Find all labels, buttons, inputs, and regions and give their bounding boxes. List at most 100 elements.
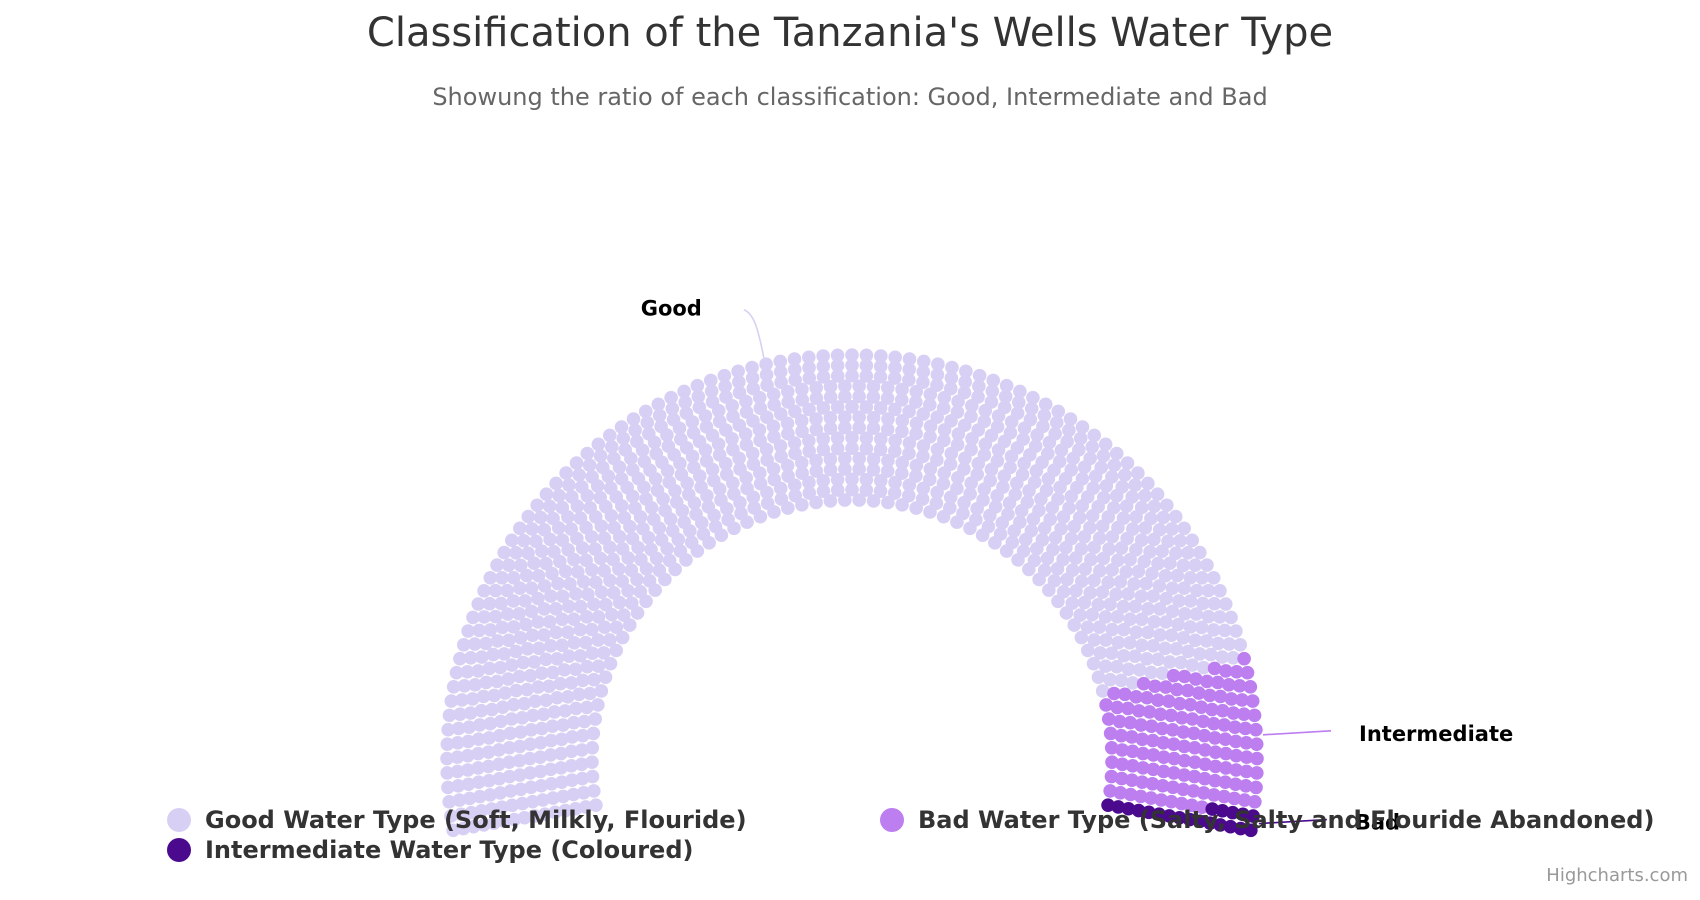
point-good-105[interactable] (494, 714, 508, 729)
point-good-1027[interactable] (1086, 656, 1101, 671)
legend-item-intermediate-type[interactable]: Intermediate Water Type (Coloured) (167, 836, 693, 864)
point-good-820[interactable] (1054, 443, 1069, 458)
point-good-954[interactable] (1155, 544, 1169, 558)
point-intermediate-129[interactable] (1113, 786, 1128, 800)
point-good-221[interactable] (591, 633, 605, 647)
point-good-789[interactable] (996, 480, 1010, 494)
point-intermediate-102[interactable] (1249, 766, 1264, 780)
point-good-373[interactable] (593, 449, 608, 463)
point-good-959[interactable] (1185, 533, 1200, 548)
point-good-668[interactable] (888, 475, 902, 490)
point-good-786[interactable] (1003, 460, 1017, 475)
point-good-250[interactable] (502, 558, 516, 572)
point-good-854[interactable] (1096, 449, 1111, 463)
point-good-238[interactable] (597, 620, 612, 634)
point-good-829[interactable] (1073, 431, 1088, 446)
point-good-790[interactable] (1037, 408, 1052, 423)
point-intermediate-53[interactable] (1103, 726, 1118, 741)
point-good-57[interactable] (450, 764, 465, 779)
point-good-155[interactable] (453, 651, 467, 666)
point-good-616[interactable] (845, 358, 859, 373)
point-good-664[interactable] (902, 362, 916, 377)
point-intermediate-9[interactable] (1189, 672, 1203, 686)
point-good-398[interactable] (616, 431, 631, 446)
point-good-631[interactable] (859, 472, 874, 487)
point-good-1019[interactable] (1207, 596, 1222, 611)
point-good-21[interactable] (505, 798, 519, 813)
point-intermediate-99[interactable] (1136, 761, 1150, 775)
point-good-513[interactable] (739, 394, 753, 409)
point-good-233[interactable] (531, 591, 545, 606)
point-good-565[interactable] (809, 495, 823, 510)
point-good-262[interactable] (563, 577, 577, 591)
point-good-205[interactable] (471, 597, 486, 611)
point-good-432[interactable] (673, 456, 687, 471)
point-good-330[interactable] (565, 490, 579, 504)
point-good-0[interactable] (589, 798, 603, 812)
point-good-585[interactable] (816, 401, 831, 415)
point-good-207[interactable] (500, 607, 515, 621)
point-good-674[interactable] (909, 395, 923, 409)
point-good-912[interactable] (1042, 583, 1056, 597)
point-intermediate-59[interactable] (1228, 720, 1242, 735)
point-good-439[interactable] (700, 488, 714, 503)
point-intermediate-108[interactable] (1208, 773, 1222, 788)
point-good-304[interactable] (546, 511, 560, 526)
point-good-1039[interactable] (1206, 623, 1221, 637)
point-good-971[interactable] (1103, 597, 1117, 612)
point-good-984[interactable] (1200, 558, 1214, 572)
credits-link[interactable]: Highcharts.com (1546, 865, 1688, 886)
point-good-179[interactable] (598, 670, 613, 684)
point-good-95[interactable] (451, 721, 466, 736)
point-good-891[interactable] (1128, 478, 1142, 492)
point-good-424[interactable] (640, 415, 655, 430)
point-good-211[interactable] (512, 607, 526, 621)
point-good-146[interactable] (460, 664, 475, 679)
point-good-691[interactable] (909, 469, 923, 483)
point-good-934[interactable] (1069, 584, 1083, 598)
point-good-564[interactable] (787, 352, 802, 366)
point-good-655[interactable] (881, 453, 895, 468)
point-good-595[interactable] (830, 483, 845, 497)
point-good-200[interactable] (603, 656, 618, 671)
point-good-152[interactable] (512, 669, 527, 684)
point-good-32[interactable] (462, 791, 477, 806)
point-good-384[interactable] (665, 523, 680, 538)
point-good-175[interactable] (479, 636, 493, 651)
point-good-1051[interactable] (1181, 644, 1195, 659)
point-good-716[interactable] (950, 405, 965, 419)
point-intermediate-16[interactable] (1170, 682, 1184, 697)
point-good-82[interactable] (512, 739, 527, 754)
point-bad-7[interactable] (1121, 801, 1136, 816)
point-good-669[interactable] (887, 486, 902, 500)
point-good-634[interactable] (866, 390, 881, 404)
point-good-505[interactable] (738, 427, 753, 441)
point-good-226[interactable] (537, 602, 552, 616)
point-good-274[interactable] (612, 595, 627, 610)
point-good-297[interactable] (615, 574, 630, 589)
point-good-1021[interactable] (1122, 636, 1137, 650)
point-good-958[interactable] (1131, 564, 1146, 579)
point-good-927[interactable] (1138, 521, 1153, 535)
point-good-236[interactable] (615, 630, 630, 645)
point-intermediate-74[interactable] (1239, 735, 1254, 750)
point-good-253[interactable] (497, 545, 511, 560)
point-good-621[interactable] (852, 420, 866, 435)
point-good-591[interactable] (823, 421, 838, 435)
point-intermediate-68[interactable] (1208, 731, 1222, 745)
point-good-199[interactable] (555, 638, 569, 653)
point-good-659[interactable] (895, 382, 909, 397)
point-good-1065[interactable] (1215, 650, 1230, 664)
point-intermediate-84[interactable] (1146, 748, 1161, 762)
point-good-622[interactable] (852, 451, 867, 466)
point-good-178[interactable] (539, 652, 553, 667)
point-good-1040[interactable] (1158, 641, 1172, 656)
point-intermediate-51[interactable] (1247, 708, 1262, 723)
point-good-172[interactable] (527, 655, 542, 669)
point-good-952[interactable] (1137, 554, 1151, 569)
point-good-154[interactable] (583, 686, 597, 701)
point-good-113[interactable] (474, 703, 489, 718)
point-intermediate-109[interactable] (1218, 775, 1233, 790)
point-good-743[interactable] (957, 462, 971, 476)
point-good-935[interactable] (1168, 509, 1183, 524)
